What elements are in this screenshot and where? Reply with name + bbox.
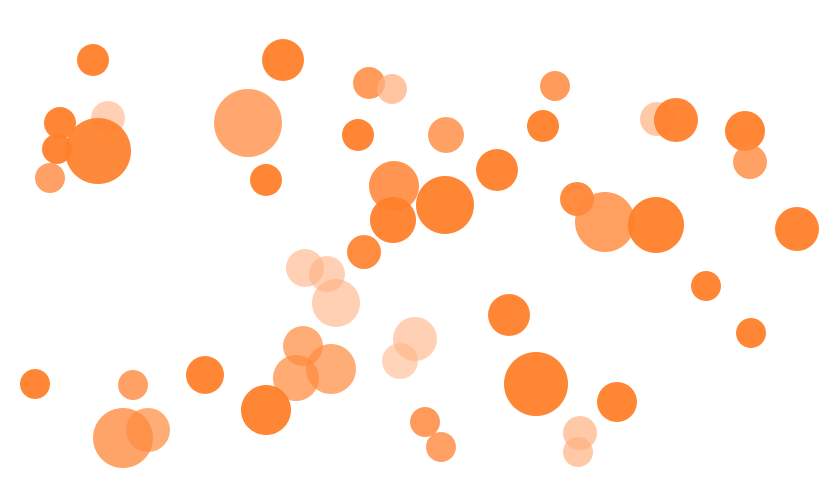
bokeh-dot [273,355,319,401]
bokeh-dot [725,111,765,151]
bokeh-dot [775,207,819,251]
bokeh-dot [426,432,456,462]
bokeh-dot [691,271,721,301]
bokeh-dot [377,74,407,104]
bokeh-dot [35,163,65,193]
bokeh-dot [262,39,304,81]
bokeh-dot [628,197,684,253]
bokeh-dot [476,149,518,191]
bokeh-dot [250,164,282,196]
bokeh-dot [416,176,474,234]
bokeh-dot [654,98,698,142]
bokeh-dot [118,370,148,400]
bokeh-dot [241,385,291,435]
bokeh-dot [410,407,440,437]
bokeh-dot [540,71,570,101]
bokeh-dot [20,369,50,399]
bokeh-dot [527,110,559,142]
bokeh-dot [597,382,637,422]
bokeh-dot [44,107,76,139]
bokeh-dot [370,197,416,243]
bokeh-dot [342,119,374,151]
bokeh-dot [733,145,767,179]
bokeh-dot [312,279,360,327]
bokeh-dot [369,161,419,211]
bokeh-dot [42,134,72,164]
bokeh-dot [488,294,530,336]
bokeh-dot [382,343,418,379]
bokeh-dot [77,44,109,76]
bokeh-dot [214,89,282,157]
bokeh-dot [186,356,224,394]
bokeh-dot [353,67,385,99]
bokeh-dot [575,192,635,252]
bokeh-dot [563,437,593,467]
bokeh-dot [736,318,766,348]
bokeh-dot [504,352,568,416]
bokeh-dot [65,118,131,184]
bokeh-dot [347,235,381,269]
bokeh-dot [126,408,170,452]
bokeh-dot [428,117,464,153]
